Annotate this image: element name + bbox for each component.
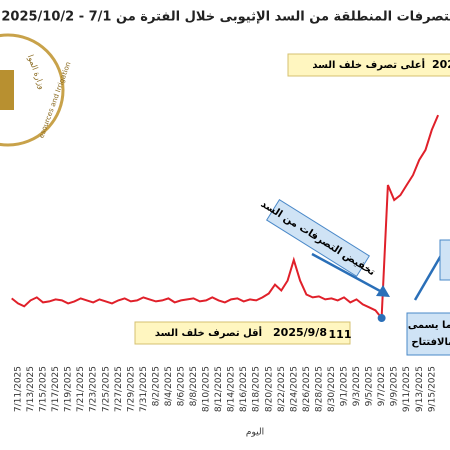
x-tick-label: 7/11/2025 bbox=[13, 366, 23, 412]
x-tick-label: 9/15/2025 bbox=[427, 366, 437, 412]
x-tick-label: 8/2/2025 bbox=[151, 366, 161, 406]
arrow bbox=[311, 252, 383, 294]
x-tick-label: 7/17/2025 bbox=[51, 366, 61, 412]
x-tick-label: 7/23/2025 bbox=[89, 366, 99, 412]
x-tick-label: 8/26/2025 bbox=[302, 366, 312, 412]
x-axis-label: اليوم bbox=[246, 428, 264, 438]
opening-box bbox=[406, 312, 450, 356]
annotation: 202 bbox=[432, 58, 450, 71]
x-tick-label: 8/28/2025 bbox=[314, 366, 324, 412]
arrow-head bbox=[376, 285, 390, 297]
x-tick-label: 7/13/2025 bbox=[26, 366, 36, 412]
x-tick-label: 8/8/2025 bbox=[189, 366, 199, 406]
x-tick-label: 9/1/2025 bbox=[340, 366, 350, 406]
x-tick-label: 9/13/2025 bbox=[415, 366, 425, 412]
line bbox=[11, 114, 440, 321]
x-tick-label: 9/9/2025 bbox=[390, 366, 400, 406]
x-tick-label: 8/14/2025 bbox=[227, 366, 237, 412]
x-tick-label: 8/30/2025 bbox=[327, 366, 337, 412]
x-tick-label: 8/12/2025 bbox=[214, 366, 224, 412]
x-tick-label: 7/25/2025 bbox=[101, 366, 111, 412]
min-box bbox=[134, 321, 351, 345]
x-tick-label: 9/7/2025 bbox=[377, 366, 387, 406]
x-tick-label: 8/20/2025 bbox=[264, 366, 274, 412]
max-box bbox=[287, 53, 450, 77]
x-tick-label: 8/24/2025 bbox=[289, 366, 299, 412]
x-tick-label: 7/21/2025 bbox=[76, 366, 86, 412]
reduce-box: تخفيض التصرفات من السد bbox=[259, 199, 377, 279]
x-tick-label: 9/11/2025 bbox=[402, 366, 412, 412]
annotation: ما يسمى bbox=[408, 320, 450, 331]
annotation: أقل تصرف خلف السد bbox=[155, 326, 262, 339]
min-marker bbox=[377, 314, 386, 323]
x-tick-label: 9/3/2025 bbox=[352, 366, 362, 406]
annotation: تخفيض التصرفات من السد bbox=[259, 199, 377, 279]
x-tick-label: 7/31/2025 bbox=[139, 366, 149, 412]
x-tick-label: 7/19/2025 bbox=[64, 366, 74, 412]
annotation: بالافتتاح bbox=[411, 337, 450, 348]
logo: وزارة الموا esources and Irrigation bbox=[0, 33, 73, 147]
annotation: 2025/9/8 bbox=[273, 326, 327, 339]
x-tick-label: 8/16/2025 bbox=[239, 366, 249, 412]
x-tick-label: 8/4/2025 bbox=[164, 366, 174, 406]
chart-title: التصرفات المنطلقة من السد الإثيوبى خلال … bbox=[1, 10, 450, 25]
x-tick-label: 7/29/2025 bbox=[126, 366, 136, 412]
x-tick-label: 8/10/2025 bbox=[202, 366, 212, 412]
annotation: 111 bbox=[329, 328, 352, 341]
x-tick-label: 9/5/2025 bbox=[365, 366, 375, 406]
x-tick-label: 8/18/2025 bbox=[252, 366, 262, 412]
x-tick-label: 7/15/2025 bbox=[39, 366, 49, 412]
annotation: أعلى تصرف خلف السد bbox=[312, 58, 425, 71]
x-tick-label: 7/27/2025 bbox=[114, 366, 124, 412]
x-tick-label: 8/22/2025 bbox=[277, 366, 287, 412]
box bbox=[439, 239, 450, 281]
x-tick-label: 8/6/2025 bbox=[176, 366, 186, 406]
